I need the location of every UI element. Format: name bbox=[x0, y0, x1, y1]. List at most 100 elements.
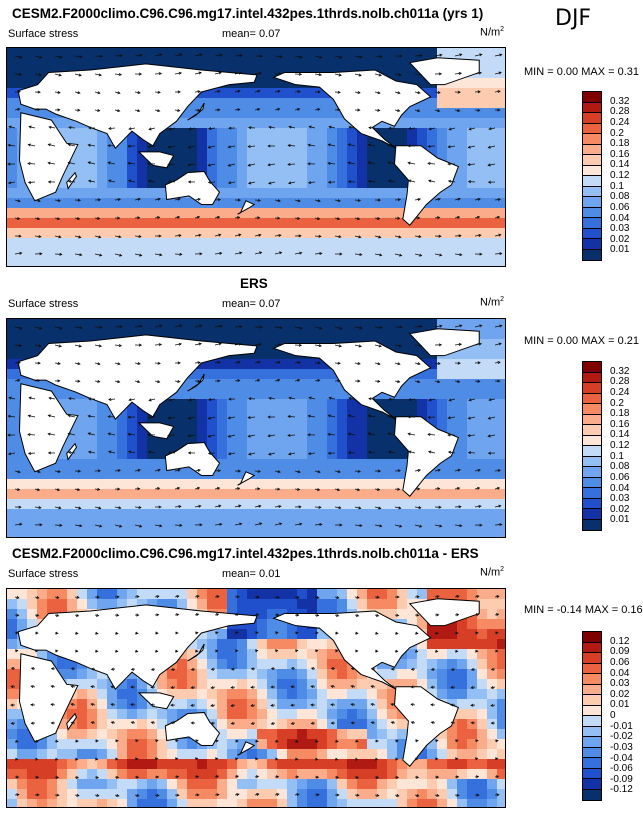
field-cell bbox=[167, 429, 177, 439]
field-cell bbox=[317, 689, 327, 699]
field-cell bbox=[397, 469, 407, 479]
field-cell bbox=[447, 639, 457, 649]
field-cell bbox=[17, 58, 27, 68]
stress-vector-head bbox=[19, 251, 23, 255]
field-cell bbox=[187, 409, 197, 419]
field-cell bbox=[7, 329, 17, 339]
field-cell bbox=[127, 198, 137, 208]
stress-vector bbox=[474, 469, 481, 472]
field-cell bbox=[57, 178, 67, 188]
field-cell bbox=[327, 158, 337, 168]
continent-outline bbox=[17, 334, 258, 421]
stress-vector-head bbox=[138, 505, 142, 509]
field-cell bbox=[257, 369, 267, 379]
field-cell bbox=[67, 479, 77, 489]
field-cell bbox=[267, 369, 277, 379]
field-cell bbox=[497, 359, 505, 369]
stress-vector bbox=[114, 344, 122, 347]
stress-vector-head bbox=[10, 685, 14, 689]
field-cell bbox=[457, 128, 467, 138]
field-cell bbox=[297, 148, 307, 158]
field-cell bbox=[407, 649, 417, 659]
stress-vector bbox=[414, 235, 421, 238]
field-cell bbox=[287, 379, 297, 389]
field-cell bbox=[267, 689, 277, 699]
stress-vector-head bbox=[359, 326, 363, 330]
stress-vector bbox=[368, 451, 376, 454]
panel-1-map bbox=[6, 47, 506, 267]
field-cell bbox=[277, 699, 287, 709]
field-cell bbox=[227, 659, 237, 669]
stress-vector-head bbox=[316, 488, 321, 492]
field-cell bbox=[497, 319, 505, 329]
field-cell bbox=[327, 419, 337, 429]
stress-vector-head bbox=[238, 233, 242, 237]
field-cell bbox=[257, 138, 267, 148]
field-cell bbox=[477, 719, 487, 729]
field-cell bbox=[257, 78, 267, 88]
stress-vector-head bbox=[218, 233, 222, 237]
field-cell bbox=[437, 689, 447, 699]
stress-vector-head bbox=[339, 252, 343, 256]
field-cell bbox=[137, 729, 147, 739]
field-cell bbox=[57, 449, 67, 459]
field-cell bbox=[467, 138, 477, 148]
field-cell bbox=[257, 98, 267, 108]
field-cell bbox=[377, 759, 387, 769]
field-cell bbox=[227, 629, 237, 639]
field-cell bbox=[237, 489, 247, 499]
field-cell bbox=[257, 248, 267, 258]
field-cell bbox=[17, 499, 27, 509]
stress-vector-head bbox=[437, 361, 441, 365]
stress-vector-head bbox=[57, 361, 61, 365]
field-cell bbox=[457, 409, 467, 419]
field-cell bbox=[157, 479, 167, 489]
stress-vector bbox=[354, 470, 361, 473]
colorbar-swatch bbox=[583, 383, 601, 394]
field-cell bbox=[287, 429, 297, 439]
field-cell bbox=[147, 238, 157, 248]
field-cell bbox=[477, 519, 487, 529]
field-cell bbox=[327, 509, 337, 519]
stress-vector-head bbox=[259, 54, 263, 58]
field-cell bbox=[327, 499, 337, 509]
field-cell bbox=[467, 679, 477, 689]
field-cell bbox=[407, 258, 417, 266]
field-cell bbox=[197, 479, 207, 489]
stress-vector-head bbox=[308, 125, 312, 129]
colorbar-swatch bbox=[583, 519, 601, 530]
stress-vector-head bbox=[137, 380, 141, 384]
stress-vector-head bbox=[470, 667, 475, 671]
field-cell bbox=[337, 389, 347, 399]
field-cell bbox=[67, 709, 77, 719]
stress-vector-head bbox=[178, 71, 182, 75]
stress-vector-head bbox=[250, 703, 254, 707]
field-cell bbox=[267, 769, 277, 779]
field-cell bbox=[277, 599, 287, 609]
field-cell bbox=[427, 769, 437, 779]
stress-vector bbox=[134, 362, 141, 365]
field-cell bbox=[377, 689, 387, 699]
stress-vector-head bbox=[496, 595, 500, 599]
stress-vector-head bbox=[47, 414, 51, 418]
field-cell bbox=[327, 108, 337, 118]
field-cell bbox=[457, 48, 467, 58]
field-cell bbox=[487, 128, 497, 138]
field-cell bbox=[237, 469, 247, 479]
field-cell bbox=[97, 519, 107, 529]
field-cell bbox=[497, 379, 505, 389]
field-cell bbox=[137, 439, 147, 449]
stress-vector bbox=[468, 434, 476, 437]
stress-vector bbox=[108, 416, 116, 418]
field-cell bbox=[87, 419, 97, 429]
stress-vector-head bbox=[439, 524, 443, 528]
stress-vector bbox=[408, 433, 416, 436]
stress-vector-head bbox=[278, 233, 282, 238]
stress-vector-head bbox=[16, 613, 20, 617]
stress-vector-head bbox=[90, 685, 94, 689]
stress-vector-head bbox=[37, 379, 41, 383]
field-cell bbox=[497, 649, 505, 659]
stress-vector bbox=[334, 506, 341, 509]
field-cell bbox=[337, 469, 347, 479]
field-cell bbox=[347, 148, 357, 158]
